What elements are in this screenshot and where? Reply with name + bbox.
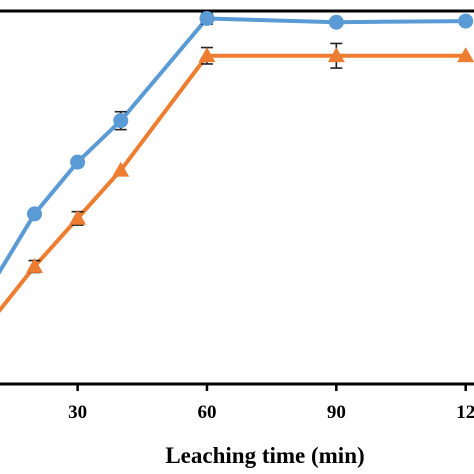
x-tick-label: 30 [68,402,87,423]
data-point [327,47,345,63]
x-tick-label: 12 [456,402,474,423]
data-point [328,14,344,30]
x-axis-ticks: 30 60 90 12 [68,384,474,423]
data-point [70,154,86,170]
data-point [198,47,216,63]
x-tick-label: 60 [197,402,216,423]
data-point [25,258,43,273]
data-point [199,10,215,26]
data-point [458,13,474,29]
x-axis-title: Leaching time (min) [165,443,364,468]
x-tick-label: 90 [327,402,346,423]
series-1 [0,42,474,313]
data-point [457,47,474,63]
data-point [26,206,42,222]
data-point [69,209,87,225]
series-layer [0,10,474,313]
plot-frame [0,9,474,386]
series-0 [0,10,474,275]
data-point [112,161,130,177]
data-point [113,113,129,129]
